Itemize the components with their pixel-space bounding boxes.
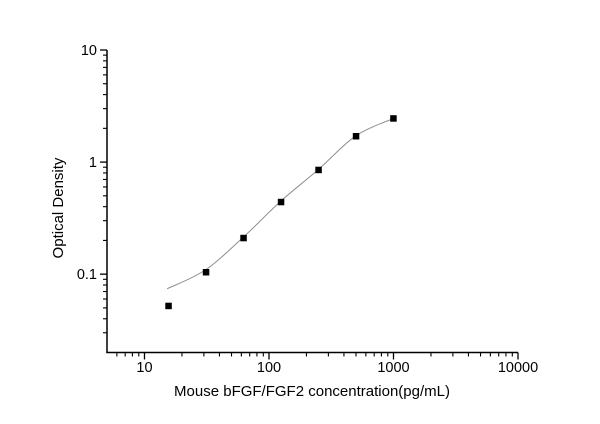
x-tick-label: 100 bbox=[257, 360, 281, 376]
data-point-square bbox=[240, 234, 247, 242]
y-tick-label: 10 bbox=[81, 43, 97, 59]
data-point-square bbox=[390, 115, 397, 122]
x-tick-label: 10 bbox=[136, 360, 152, 376]
x-tick-label: 1000 bbox=[377, 360, 409, 376]
tick-marks-layer bbox=[100, 49, 519, 360]
data-point-square bbox=[277, 198, 285, 206]
y-tick-label: 1 bbox=[89, 155, 97, 171]
data-points-layer bbox=[165, 115, 397, 310]
tick-labels-layer: 10 100 1000 10000 10 1 0.1 bbox=[77, 43, 538, 376]
data-point-square bbox=[202, 269, 210, 276]
x-tick-label: 10000 bbox=[498, 360, 538, 376]
y-tick-label: 0.1 bbox=[77, 267, 97, 283]
axes-layer bbox=[106, 50, 518, 354]
y-axis-title: Optical Density bbox=[50, 157, 67, 258]
x-axis-title: Mouse bFGF/FGF2 concentration(pg/mL) bbox=[174, 383, 450, 400]
data-point-square bbox=[352, 133, 360, 140]
data-point-square bbox=[165, 302, 172, 310]
data-point-square bbox=[315, 166, 322, 174]
